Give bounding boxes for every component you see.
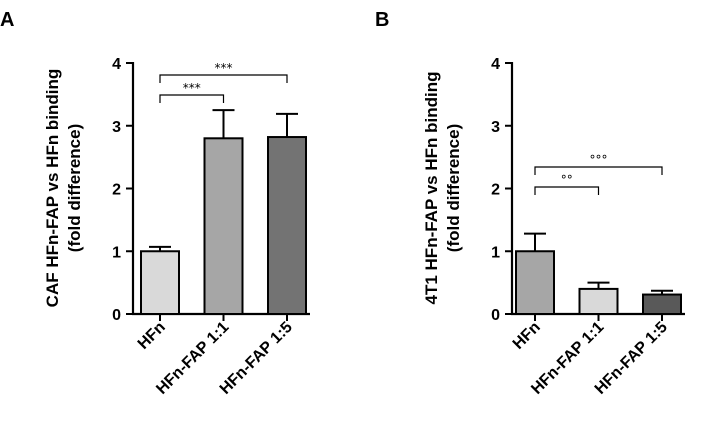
panel-b-category-label: HFn [510,319,544,353]
panel-a-ytick-label: 4 [112,56,121,73]
panel-b-bar-3 [642,293,682,315]
panel-a-ytick-label: 2 [112,182,121,199]
panel-b-ytick-label: 1 [491,244,500,261]
panel-b-significance-label: °° [561,173,573,187]
panel-a-ylabel-line1: CAF HFn-FAP vs HFn binding [43,69,62,308]
panel-a-bar-1 [140,250,180,315]
panel-a-significance-label: *** [183,81,201,95]
panel-a-category-label: HFn [135,319,169,353]
panel-a-significance-bracket [159,74,288,83]
panel-b-bar-1 [515,250,555,315]
panel-a: A CAF HFn-FAP vs HFn binding (fold diffe… [0,9,310,398]
panel-b-ytick-label: 4 [491,56,500,73]
panel-a-label: A [0,9,14,31]
panel-a-significance-bracket [159,94,225,103]
panel-a-ytick-label: 1 [112,244,121,261]
panel-b-significance-bracket [534,166,663,175]
panel-b-ytick-label: 2 [491,182,500,199]
panel-b-bar-2 [578,287,619,315]
panel-a-ylabel-line2: (fold difference) [65,124,84,252]
panel-a-ytick-label: 3 [112,119,121,136]
panel-b-significance-bracket [534,186,600,195]
panel-a-bar-3 [267,136,307,315]
panel-b-ylabel-line2: (fold difference) [444,124,463,252]
panel-b: B 4T1 HFn-FAP vs HFn binding (fold diffe… [375,9,685,398]
panel-a-ytick-label: 0 [112,307,121,324]
panel-a-bar-2 [203,137,244,315]
panel-b-significance-label: °°° [590,153,608,167]
panel-b-ytick-label: 3 [491,119,500,136]
panel-b-label: B [375,9,389,31]
panel-b-ylabel-line1: 4T1 HFn-FAP vs HFn binding [422,72,441,305]
panel-b-ytick-label: 0 [491,307,500,324]
panel-a-significance-label: *** [215,61,233,75]
